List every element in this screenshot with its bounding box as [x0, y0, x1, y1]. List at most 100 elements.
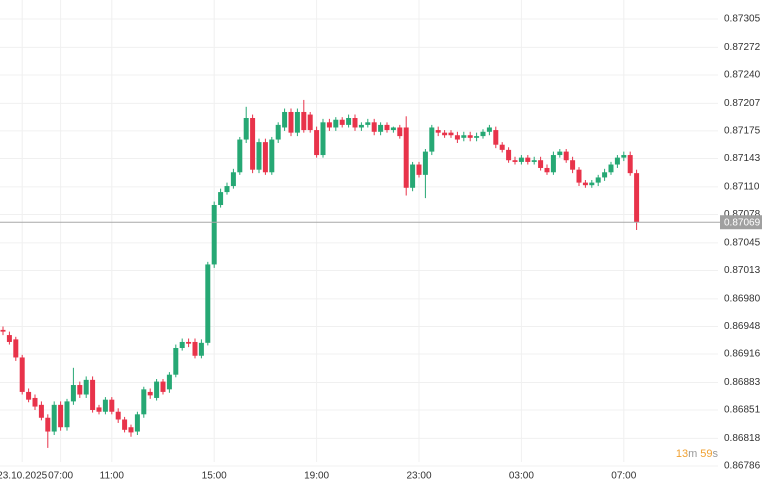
candle-body — [582, 182, 588, 186]
candle-body — [461, 135, 467, 138]
candle-body — [237, 139, 243, 173]
candle-body — [333, 119, 339, 128]
y-tick-label: 0.87272 — [724, 42, 761, 53]
candle-body — [192, 341, 198, 356]
candle-body — [339, 119, 345, 125]
candle-body — [102, 399, 108, 412]
candle-body — [512, 160, 518, 162]
candle-body — [454, 135, 460, 140]
candle-body — [506, 149, 512, 161]
candle-body — [467, 135, 473, 138]
candle-body — [90, 379, 96, 411]
candle-body — [166, 374, 172, 390]
candle-body — [288, 111, 294, 133]
candle-body — [275, 124, 281, 140]
candle-body — [410, 164, 416, 188]
grid — [0, 0, 718, 467]
countdown-unit: m — [688, 448, 697, 460]
candle-body — [45, 417, 51, 432]
y-tick-label: 0.86786 — [724, 461, 761, 472]
candle-body — [320, 122, 326, 156]
candle-body — [544, 167, 550, 173]
candle-body — [429, 127, 435, 152]
candle-body — [570, 160, 576, 170]
candle-body — [307, 114, 313, 131]
axes: 0.87305 0.87272 0.87240 0.87207 0.87175 0.871… — [0, 14, 762, 482]
candle-body — [218, 192, 224, 206]
candle-body — [480, 131, 486, 137]
candles — [0, 99, 640, 448]
y-tick-label: 0.87175 — [724, 126, 761, 137]
candle-body — [141, 389, 147, 415]
candle-body — [109, 399, 115, 412]
candle-body — [154, 381, 160, 398]
candle-body — [602, 172, 608, 178]
candle-body — [243, 118, 249, 140]
y-tick-label: 0.86916 — [724, 349, 761, 360]
candle-body — [282, 111, 288, 128]
candle-body — [224, 186, 230, 193]
candle-body — [301, 111, 307, 131]
candle-body — [614, 157, 620, 165]
candle-body — [378, 124, 384, 132]
candle-body — [13, 339, 19, 358]
candle-body — [198, 342, 204, 356]
y-tick-label: 0.87305 — [724, 14, 761, 25]
candle-body — [58, 404, 64, 428]
price-tag — [720, 215, 762, 230]
candle-body — [422, 151, 428, 175]
candle-body — [64, 401, 70, 428]
candle-body — [173, 347, 179, 375]
candle-body — [250, 118, 256, 170]
candle-body — [550, 155, 556, 173]
candle-body — [346, 118, 352, 125]
y-tick-label: 0.87110 — [724, 182, 760, 193]
countdown: 13m 59s — [676, 448, 719, 460]
price-tag-label: 0.87069 — [724, 217, 761, 228]
candle-body — [294, 111, 300, 133]
candle-body — [70, 385, 76, 402]
x-tick-label: 23.10.2025 — [0, 471, 48, 482]
x-tick-label: 15:00 — [202, 471, 227, 482]
y-tick-label: 0.87240 — [724, 70, 761, 81]
candle-body — [6, 335, 12, 342]
candle-body — [397, 127, 403, 137]
candle-body — [115, 411, 121, 420]
candle-body — [358, 124, 364, 128]
x-tick-label: 23:00 — [406, 471, 431, 482]
candle-body — [627, 155, 633, 174]
candle-body — [538, 160, 544, 168]
candle-body — [96, 407, 102, 412]
candle-body — [230, 172, 236, 187]
x-tick-label: 03:00 — [509, 471, 534, 482]
candle-body — [390, 127, 396, 131]
candle-body — [38, 404, 44, 418]
candle-body — [435, 130, 441, 133]
candle-body — [128, 427, 134, 433]
candle-body — [621, 155, 627, 158]
candle-body — [563, 151, 569, 161]
candle-body — [608, 164, 614, 173]
y-tick-label: 0.86948 — [724, 321, 761, 332]
candle-body — [416, 164, 422, 175]
candle-body — [122, 419, 128, 430]
candle-body — [442, 132, 448, 136]
y-tick-label: 0.87078 — [724, 209, 761, 220]
candle-body — [211, 205, 217, 265]
candle-body — [486, 127, 492, 132]
candle-body — [179, 341, 185, 348]
candle-body — [256, 142, 262, 170]
y-tick-label: 0.86851 — [724, 405, 761, 416]
candle-body — [634, 173, 640, 223]
candle-body — [26, 391, 32, 400]
candle-body — [51, 404, 57, 432]
y-tick-label: 0.87045 — [724, 238, 761, 249]
y-tick-label: 0.87143 — [724, 153, 761, 164]
candle-body — [186, 341, 192, 344]
candle-body — [19, 357, 25, 392]
candle-body — [576, 169, 582, 183]
candle-body — [518, 157, 524, 162]
countdown-seconds: 59 — [700, 448, 712, 460]
